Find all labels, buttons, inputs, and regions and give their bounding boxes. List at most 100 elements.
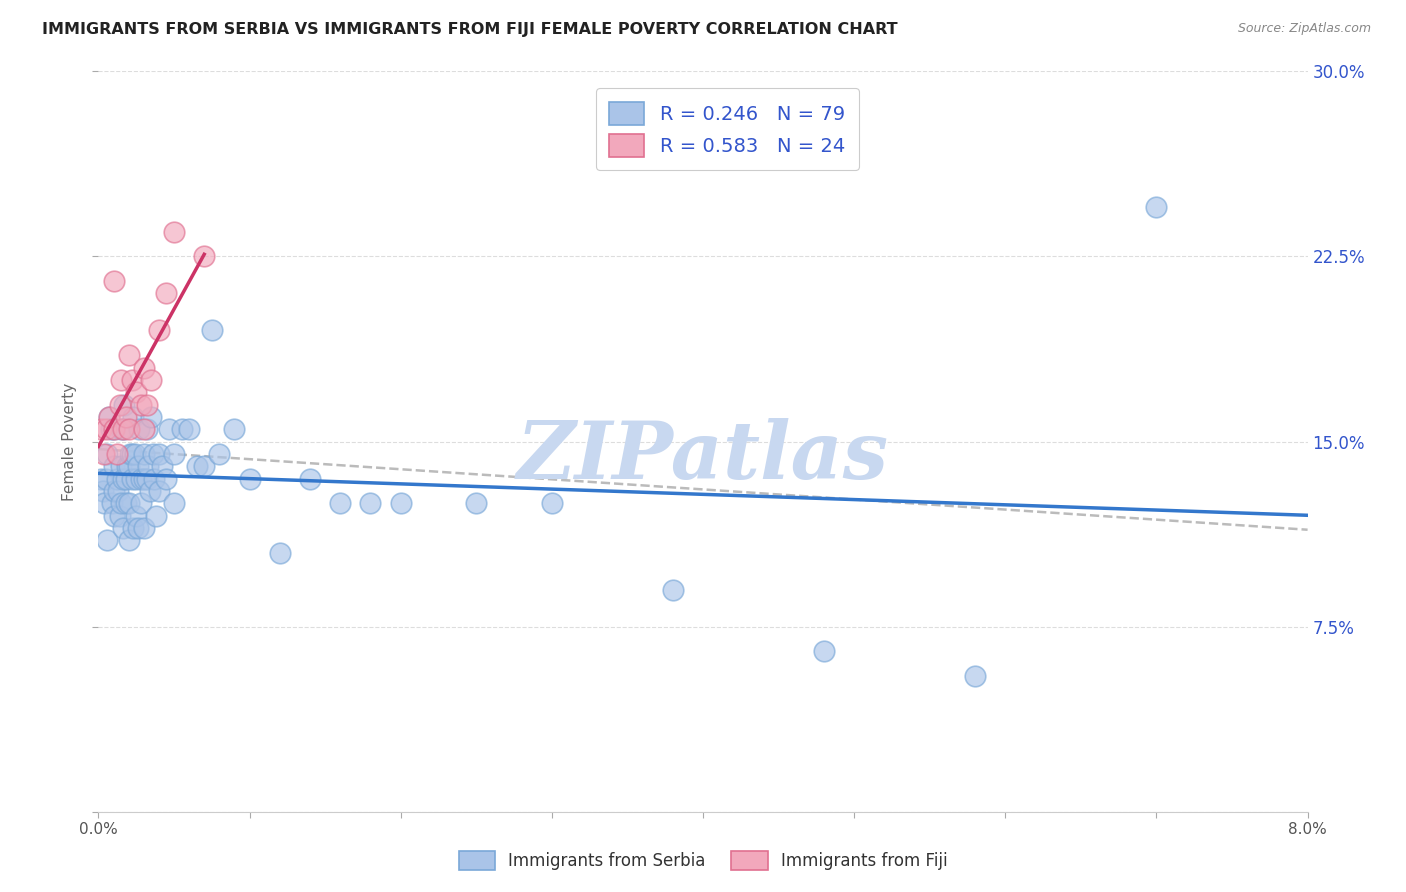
Point [136,459,159,474]
Point [115,459,138,474]
Point [132,447,155,461]
Point [965,669,987,683]
Point [114,496,136,510]
Point [224,422,246,436]
Point [179,422,201,436]
Point [110,373,132,387]
Point [148,324,170,338]
Point [155,471,177,485]
Point [135,471,157,485]
Point [163,225,186,239]
Point [132,422,155,436]
Point [111,422,134,436]
Point [201,324,224,338]
Point [118,459,141,474]
Point [118,348,141,362]
Point [148,483,170,498]
Point [107,483,129,498]
Point [114,409,136,424]
Point [125,508,148,523]
Point [96,447,118,461]
Legend: Immigrants from Serbia, Immigrants from Fiji: Immigrants from Serbia, Immigrants from … [451,844,955,877]
Point [120,447,142,461]
Point [135,422,157,436]
Point [110,422,132,436]
Point [124,447,146,461]
Point [132,471,155,485]
Text: Source: ZipAtlas.com: Source: ZipAtlas.com [1237,22,1371,36]
Point [110,496,132,510]
Point [105,447,128,461]
Point [142,447,165,461]
Point [111,521,134,535]
Point [127,521,149,535]
Point [540,496,562,510]
Point [108,508,131,523]
Point [129,471,152,485]
Point [103,422,125,436]
Point [112,398,135,412]
Point [108,398,131,412]
Point [208,447,231,461]
Point [121,447,143,461]
Point [159,422,181,436]
Point [661,582,683,597]
Point [93,447,115,461]
Point [813,644,835,658]
Point [105,471,128,485]
Point [148,447,170,461]
Point [141,373,163,387]
Point [239,471,262,485]
Point [329,496,352,510]
Point [125,471,148,485]
Point [121,471,143,485]
Point [103,483,125,498]
Point [193,459,215,474]
Point [465,496,488,510]
Point [118,496,141,510]
Point [118,422,141,436]
Point [143,471,166,485]
Point [129,398,152,412]
Point [121,373,143,387]
Point [299,471,322,485]
Point [103,459,125,474]
Point [150,459,173,474]
Point [101,496,124,510]
Point [111,471,134,485]
Point [170,422,193,436]
Point [125,385,148,400]
Point [193,249,215,264]
Point [94,422,117,436]
Point [93,496,115,510]
Point [90,471,112,485]
Point [103,274,125,288]
Y-axis label: Female Poverty: Female Poverty [62,383,77,500]
Point [128,422,150,436]
Text: IMMIGRANTS FROM SERBIA VS IMMIGRANTS FROM FIJI FEMALE POVERTY CORRELATION CHART: IMMIGRANTS FROM SERBIA VS IMMIGRANTS FRO… [42,22,898,37]
Point [112,422,135,436]
Point [269,546,291,560]
Legend: R = 0.246   N = 79, R = 0.583   N = 24: R = 0.246 N = 79, R = 0.583 N = 24 [596,88,859,170]
Point [90,422,112,436]
Point [122,521,145,535]
Point [96,533,118,548]
Point [98,409,121,424]
Point [132,521,155,535]
Point [163,496,186,510]
Point [163,447,186,461]
Point [135,398,157,412]
Point [129,496,152,510]
Point [110,459,132,474]
Point [1146,200,1168,214]
Text: ZIPatlas: ZIPatlas [517,417,889,495]
Point [127,459,149,474]
Point [100,422,122,436]
Point [103,422,125,436]
Point [145,508,167,523]
Point [155,286,177,301]
Point [118,533,141,548]
Point [139,483,162,498]
Point [186,459,208,474]
Point [141,409,163,424]
